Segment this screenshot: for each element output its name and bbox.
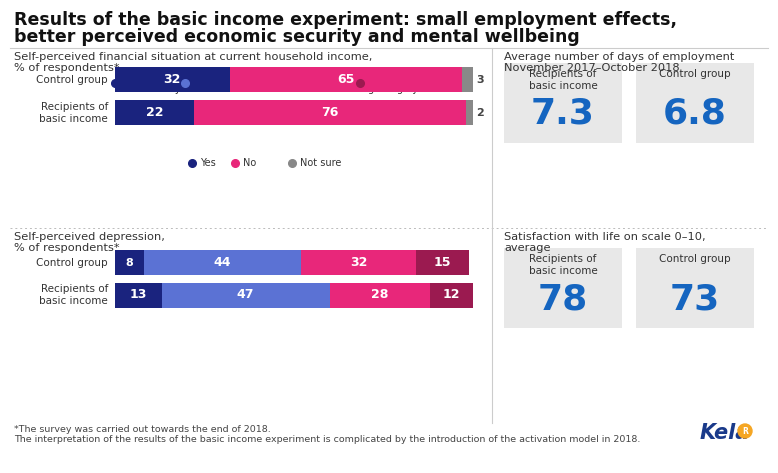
Text: 2: 2 [476, 108, 484, 118]
Text: No: No [243, 158, 256, 168]
Text: 6.8: 6.8 [663, 97, 727, 131]
Text: better perceived economic security and mental wellbeing: better perceived economic security and m… [14, 28, 580, 46]
Text: Doing
OK: Doing OK [193, 72, 222, 94]
Text: *The survey was carried out towards the end of 2018.: *The survey was carried out towards the … [14, 425, 271, 434]
Text: Self-perceived depression,: Self-perceived depression, [14, 232, 165, 242]
Text: 12: 12 [443, 289, 461, 301]
FancyBboxPatch shape [115, 100, 194, 125]
Text: Recipients of
basic income: Recipients of basic income [39, 102, 108, 124]
Text: Satisfaction with life on scale 0–10,: Satisfaction with life on scale 0–10, [504, 232, 706, 242]
Text: Recipients of
basic income: Recipients of basic income [528, 69, 598, 91]
Text: The interpretation of the results of the basic income experiment is complicated : The interpretation of the results of the… [14, 435, 640, 444]
Text: Living
comfortably: Living comfortably [123, 72, 181, 94]
Text: 32: 32 [163, 73, 181, 87]
Text: 47: 47 [237, 289, 254, 301]
FancyBboxPatch shape [462, 68, 473, 93]
Text: 76: 76 [321, 106, 338, 120]
FancyBboxPatch shape [115, 282, 162, 307]
Text: Control group: Control group [659, 254, 731, 264]
Text: 78: 78 [538, 282, 588, 316]
Text: Average number of days of employment: Average number of days of employment [504, 52, 734, 62]
FancyBboxPatch shape [430, 282, 473, 307]
Text: 13: 13 [130, 289, 147, 301]
FancyBboxPatch shape [636, 248, 754, 328]
FancyBboxPatch shape [115, 68, 230, 93]
FancyBboxPatch shape [144, 251, 301, 275]
Text: 28: 28 [371, 289, 388, 301]
FancyBboxPatch shape [466, 100, 473, 125]
Text: 22: 22 [145, 106, 163, 120]
FancyBboxPatch shape [504, 63, 622, 143]
Text: average: average [504, 243, 551, 253]
Text: Kela: Kela [700, 423, 750, 443]
FancyBboxPatch shape [504, 248, 622, 328]
Text: Control group: Control group [37, 75, 108, 85]
Text: % of respondents*: % of respondents* [14, 63, 120, 73]
FancyBboxPatch shape [301, 251, 415, 275]
Text: Control group: Control group [659, 69, 731, 79]
FancyBboxPatch shape [115, 251, 144, 275]
Text: Self-perceived financial situation at current household income,: Self-perceived financial situation at cu… [14, 52, 373, 62]
Text: Control group: Control group [37, 258, 108, 268]
FancyBboxPatch shape [415, 251, 469, 275]
Text: November 2017–October 2018: November 2017–October 2018 [504, 63, 680, 73]
Text: % of respondents*: % of respondents* [14, 243, 120, 253]
Text: 44: 44 [214, 256, 231, 270]
Circle shape [738, 424, 752, 438]
FancyBboxPatch shape [636, 63, 754, 143]
Text: 73: 73 [670, 282, 720, 316]
Text: Recipients of
basic income: Recipients of basic income [528, 254, 598, 276]
Text: Difficulty making
ends meet: Difficulty making ends meet [258, 72, 342, 94]
Text: Barely
getting by: Barely getting by [368, 72, 418, 94]
FancyBboxPatch shape [194, 100, 466, 125]
Text: Yes: Yes [200, 158, 216, 168]
Text: Results of the basic income experiment: small employment effects,: Results of the basic income experiment: … [14, 11, 677, 29]
Text: 8: 8 [125, 258, 133, 268]
Text: R: R [742, 427, 748, 436]
Text: Not sure: Not sure [300, 158, 342, 168]
Text: Recipients of
basic income: Recipients of basic income [39, 284, 108, 306]
FancyBboxPatch shape [330, 282, 430, 307]
Text: 65: 65 [337, 73, 355, 87]
FancyBboxPatch shape [230, 68, 462, 93]
FancyBboxPatch shape [162, 282, 330, 307]
Text: 32: 32 [350, 256, 367, 270]
Text: 3: 3 [476, 75, 484, 85]
Text: 7.3: 7.3 [531, 97, 595, 131]
Text: 15: 15 [434, 256, 451, 270]
